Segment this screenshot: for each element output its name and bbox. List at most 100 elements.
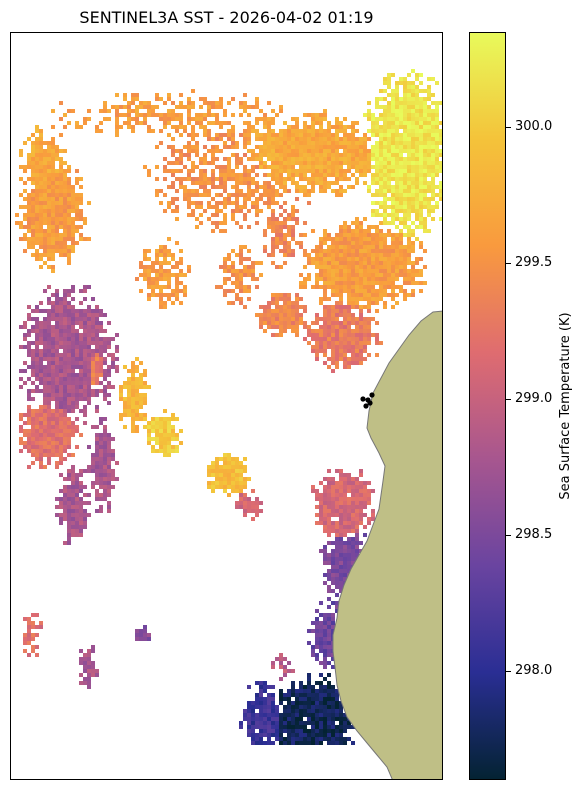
sst-pixel	[343, 509, 347, 513]
sst-pixel	[439, 133, 442, 137]
sst-pixel	[435, 109, 439, 113]
sst-pixel	[75, 417, 79, 421]
sst-pixel	[167, 281, 171, 285]
sst-pixel	[39, 621, 43, 625]
sst-pixel	[387, 117, 391, 121]
sst-pixel	[63, 445, 67, 449]
sst-pixel	[359, 221, 363, 225]
sst-pixel	[79, 389, 83, 393]
sst-pixel	[83, 309, 87, 313]
sst-pixel	[79, 209, 83, 213]
sst-pixel	[71, 477, 75, 481]
sst-pixel	[67, 293, 71, 297]
sst-pixel	[383, 249, 387, 253]
sst-pixel	[375, 117, 379, 121]
sst-pixel	[39, 181, 43, 185]
sst-pixel	[367, 501, 371, 505]
sst-pixel	[247, 141, 251, 145]
sst-pixel	[431, 153, 435, 157]
sst-pixel	[307, 145, 311, 149]
sst-pixel	[411, 289, 415, 293]
sst-pixel	[291, 705, 295, 709]
sst-pixel	[207, 105, 211, 109]
sst-pixel	[235, 489, 239, 493]
sst-pixel	[315, 333, 319, 337]
sst-pixel	[219, 209, 223, 213]
sst-pixel	[167, 113, 171, 117]
sst-pixel	[387, 221, 391, 225]
sst-pixel	[339, 157, 343, 161]
sst-pixel	[431, 133, 435, 137]
sst-pixel	[19, 413, 23, 417]
sst-pixel	[31, 373, 35, 377]
sst-pixel	[259, 313, 263, 317]
sst-pixel	[43, 417, 47, 421]
sst-pixel	[319, 157, 323, 161]
sst-pixel	[163, 165, 167, 169]
sst-pixel	[39, 373, 43, 377]
sst-pixel	[347, 169, 351, 173]
sst-pixel	[423, 121, 427, 125]
sst-pixel	[139, 629, 143, 633]
sst-pixel	[27, 209, 31, 213]
sst-pixel	[303, 249, 307, 253]
sst-pixel	[35, 157, 39, 161]
sst-pixel	[331, 145, 335, 149]
sst-pixel	[51, 429, 55, 433]
sst-pixel	[75, 345, 79, 349]
sst-pixel	[75, 501, 79, 505]
sst-pixel	[411, 149, 415, 153]
sst-pixel	[431, 141, 435, 145]
sst-pixel	[31, 197, 35, 201]
sst-pixel	[35, 633, 39, 637]
sst-pixel	[135, 365, 139, 369]
sst-pixel	[47, 397, 51, 401]
sst-pixel	[303, 145, 307, 149]
sst-pixel	[283, 693, 287, 697]
sst-pixel	[255, 129, 259, 133]
sst-pixel	[155, 145, 159, 149]
sst-pixel	[71, 305, 75, 309]
sst-pixel	[51, 417, 55, 421]
sst-pixel	[319, 513, 323, 517]
sst-pixel	[59, 189, 63, 193]
sst-pixel	[231, 97, 235, 101]
sst-pixel	[327, 481, 331, 485]
sst-pixel	[131, 389, 135, 393]
sst-pixel	[339, 717, 343, 721]
sst-pixel	[347, 525, 351, 529]
sst-pixel	[387, 169, 391, 173]
sst-pixel	[255, 97, 259, 101]
sst-pixel	[355, 529, 359, 533]
sst-pixel	[23, 181, 27, 185]
sst-pixel	[299, 141, 303, 145]
sst-pixel	[335, 481, 339, 485]
sst-pixel	[23, 249, 27, 253]
sst-pixel	[243, 173, 247, 177]
sst-pixel	[83, 653, 87, 657]
sst-pixel	[319, 713, 323, 717]
sst-pixel	[315, 313, 319, 317]
sst-pixel	[339, 265, 343, 269]
sst-pixel	[295, 217, 299, 221]
sst-pixel	[343, 265, 347, 269]
sst-pixel	[335, 605, 339, 609]
sst-pixel	[187, 173, 191, 177]
sst-pixel	[371, 233, 375, 237]
colorbar-tick-mark	[506, 535, 511, 537]
sst-pixel	[371, 133, 375, 137]
sst-pixel	[171, 117, 175, 121]
sst-pixel	[243, 245, 247, 249]
sst-pixel	[323, 517, 327, 521]
sst-pixel	[343, 177, 347, 181]
sst-pixel	[19, 205, 23, 209]
sst-pixel	[191, 193, 195, 197]
sst-pixel	[23, 237, 27, 241]
sst-pixel	[303, 137, 307, 141]
sst-pixel	[279, 233, 283, 237]
sst-pixel	[71, 513, 75, 517]
sst-pixel	[143, 401, 147, 405]
sst-pixel	[79, 341, 83, 345]
sst-pixel	[71, 237, 75, 241]
sst-pixel	[83, 369, 87, 373]
